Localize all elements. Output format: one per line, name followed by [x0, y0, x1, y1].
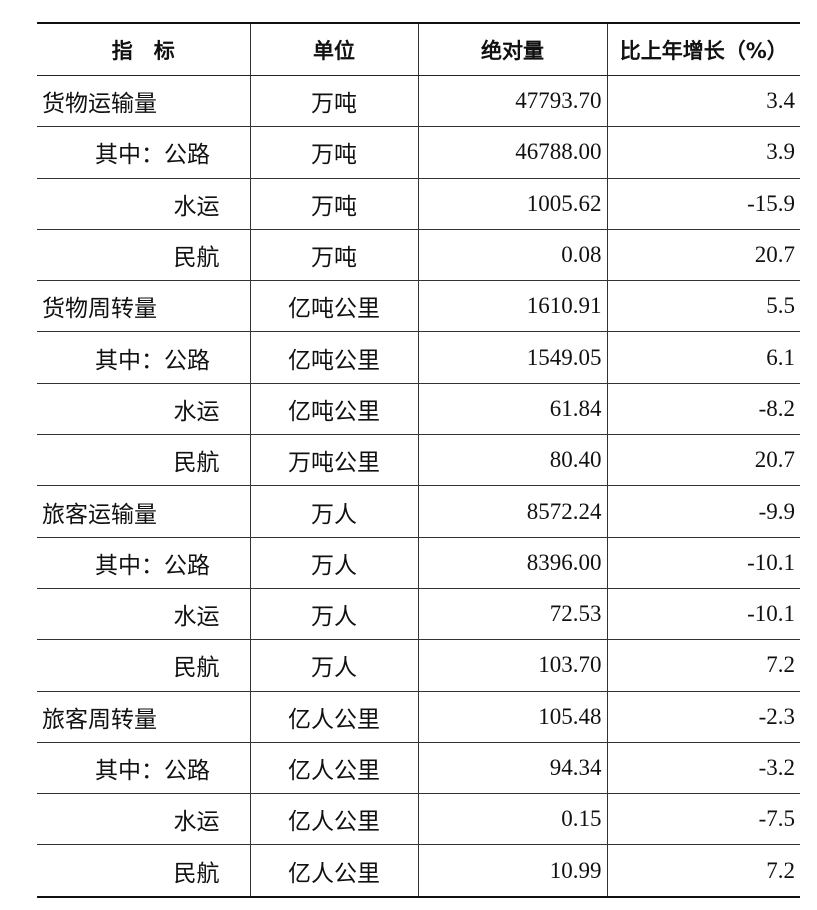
indicator-cell: 其中：公路 — [37, 126, 250, 179]
table-cell: 亿吨公里 — [249, 383, 418, 436]
table-cell: 80.40 — [417, 434, 607, 487]
table-cell: 万吨 — [249, 75, 418, 128]
table-cell: -7.5 — [606, 793, 800, 846]
table-row: 水运 万吨 1005.62 -15.9 — [37, 178, 800, 230]
table-cell: 1005.62 — [417, 178, 607, 230]
indicator-cell: 其中：公路 — [37, 742, 250, 795]
table-cell: 8572.24 — [417, 485, 607, 538]
table-row: 其中：公路 亿吨公里 1549.05 6.1 — [37, 331, 800, 384]
table-cell: 万人 — [249, 485, 418, 538]
indicator-cell: 旅客运输量 — [37, 485, 250, 538]
table-row: 旅客运输量 万人 8572.24 -9.9 — [37, 485, 800, 538]
header-cell: 指 标 — [37, 23, 250, 76]
table-cell: -9.9 — [606, 485, 800, 538]
header-cell: 绝对量 — [417, 23, 607, 76]
table-cell: 61.84 — [417, 383, 607, 436]
indicator-cell: 水运 — [37, 588, 250, 641]
table-cell: 6.1 — [606, 331, 800, 384]
table-cell: 7.2 — [606, 639, 800, 692]
table-row: 其中：公路 万人 8396.00 -10.1 — [37, 537, 800, 589]
table-row: 其中：公路 亿人公里 94.34 -3.2 — [37, 742, 800, 795]
table-row: 货物运输量 万吨 47793.70 3.4 — [37, 75, 800, 128]
table-cell: 亿人公里 — [249, 691, 418, 743]
indicator-cell: 货物周转量 — [37, 280, 250, 333]
table-cell: 105.48 — [417, 691, 607, 743]
table-cell: -15.9 — [606, 178, 800, 230]
table-cell: 3.4 — [606, 75, 800, 128]
table-row: 旅客周转量 亿人公里 105.48 -2.3 — [37, 691, 800, 743]
indicator-cell: 民航 — [37, 639, 250, 692]
indicator-cell: 水运 — [37, 793, 250, 846]
data-table: 指 标单位 绝对量 比上年增长（%） 货物运输量 万吨 47793.70 3.4 其中：公路… — [37, 22, 800, 898]
table-cell: -8.2 — [606, 383, 800, 436]
indicator-cell: 货物运输量 — [37, 75, 250, 128]
table-row: 民航 万吨 0.08 20.7 — [37, 229, 800, 282]
table-cell: 3.9 — [606, 126, 800, 179]
table-cell: 1549.05 — [417, 331, 607, 384]
table-header: 指 标单位 绝对量 比上年增长（%） — [37, 23, 800, 76]
indicator-cell: 民航 — [37, 229, 250, 282]
table-cell: 5.5 — [606, 280, 800, 333]
indicator-cell: 旅客周转量 — [37, 691, 250, 743]
table-cell: 万吨 — [249, 126, 418, 179]
indicator-cell: 民航 — [37, 434, 250, 487]
indicator-cell: 民航 — [37, 844, 250, 898]
table-cell: 7.2 — [606, 844, 800, 898]
table-cell: 10.99 — [417, 844, 607, 898]
table-cell: 0.15 — [417, 793, 607, 846]
table-cell: 万吨公里 — [249, 434, 418, 487]
table-cell: 亿人公里 — [249, 742, 418, 795]
table-cell: -10.1 — [606, 588, 800, 641]
table-cell: 8396.00 — [417, 537, 607, 589]
table-cell: 94.34 — [417, 742, 607, 795]
table-cell: 万人 — [249, 639, 418, 692]
table-row: 水运 亿吨公里 61.84 -8.2 — [37, 383, 800, 436]
table-cell: 47793.70 — [417, 75, 607, 128]
table-cell: 亿人公里 — [249, 793, 418, 846]
table-cell: 万吨 — [249, 229, 418, 282]
table-cell: 万人 — [249, 588, 418, 641]
table-row: 其中：公路 万吨 46788.00 3.9 — [37, 126, 800, 179]
indicator-cell: 其中：公路 — [37, 537, 250, 589]
table-cell: 46788.00 — [417, 126, 607, 179]
table-row: 民航 万人 103.70 7.2 — [37, 639, 800, 692]
header-row: 指 标单位 绝对量 比上年增长（%） — [37, 23, 800, 76]
table-body: 货物运输量 万吨 47793.70 3.4 其中：公路 万吨 46788.00 3.9 水运 万吨… — [37, 75, 800, 898]
table-row: 货物周转量 亿吨公里 1610.91 5.5 — [37, 280, 800, 333]
table-cell: 1610.91 — [417, 280, 607, 333]
table-cell: 20.7 — [606, 229, 800, 282]
table-cell: 103.70 — [417, 639, 607, 692]
header-cell: 单位 — [249, 23, 418, 76]
table-row: 民航 万吨公里 80.40 20.7 — [37, 434, 800, 487]
table-row: 水运 万人 72.53 -10.1 — [37, 588, 800, 641]
table-cell: 万人 — [249, 537, 418, 589]
table-cell: 0.08 — [417, 229, 607, 282]
table-row: 民航 亿人公里 10.99 7.2 — [37, 844, 800, 898]
table-cell: 20.7 — [606, 434, 800, 487]
table-cell: 亿人公里 — [249, 844, 418, 898]
table-cell: -3.2 — [606, 742, 800, 795]
table-cell: 72.53 — [417, 588, 607, 641]
header-cell: 比上年增长（%） — [606, 23, 800, 76]
table-cell: 亿吨公里 — [249, 280, 418, 333]
table-cell: -2.3 — [606, 691, 800, 743]
indicator-cell: 水运 — [37, 178, 250, 230]
table-cell: 亿吨公里 — [249, 331, 418, 384]
table-cell: 万吨 — [249, 178, 418, 230]
indicator-cell: 水运 — [37, 383, 250, 436]
table-row: 水运 亿人公里 0.15 -7.5 — [37, 793, 800, 846]
indicator-cell: 其中：公路 — [37, 331, 250, 384]
table-cell: -10.1 — [606, 537, 800, 589]
